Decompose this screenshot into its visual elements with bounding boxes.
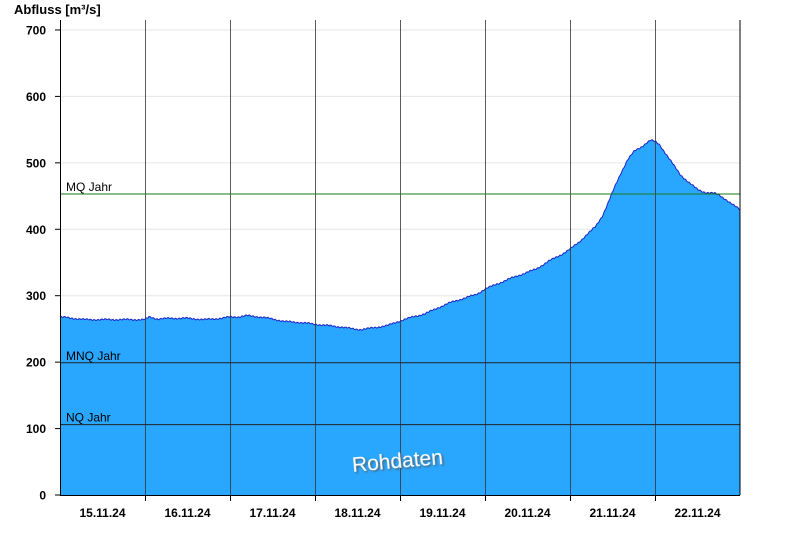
x-tick-label-7: 22.11.24 [674, 506, 720, 520]
ref-line-label-1: MNQ Jahr [66, 349, 121, 363]
x-tick-label-4: 19.11.24 [419, 506, 465, 520]
y-tick-label-200: 200 [26, 356, 46, 370]
ref-line-label-0: MQ Jahr [66, 180, 112, 194]
y-axis-ticks: 0 100 200 300 400 500 600 700 [26, 23, 60, 503]
discharge-line [59, 139, 741, 332]
y-tick-label-700: 700 [26, 23, 46, 37]
y-axis-title: Abfluss [m³/s] [14, 2, 101, 17]
ref-line-label-2: NQ Jahr [66, 411, 111, 425]
x-tick-label-0: 15.11.24 [79, 506, 125, 520]
x-axis-ticks: 15.11.24 16.11.24 17.11.24 18.11.24 19.11.24… [79, 495, 721, 520]
x-tick-label-1: 16.11.24 [164, 506, 210, 520]
data-area-layer [59, 139, 741, 495]
x-tick-label-6: 21.11.24 [589, 506, 635, 520]
reference-lines: MQ Jahr MNQ Jahr NQ Jahr [60, 180, 740, 426]
discharge-area [60, 139, 740, 495]
y-tick-label-100: 100 [26, 422, 46, 436]
x-tick-label-5: 20.11.24 [504, 506, 550, 520]
x-tick-label-2: 17.11.24 [249, 506, 295, 520]
day-separator-lines [145, 20, 656, 495]
y-tick-label-0: 0 [39, 489, 46, 503]
y-tick-label-500: 500 [26, 156, 46, 170]
y-tick-label-300: 300 [26, 289, 46, 303]
y-tick-label-400: 400 [26, 223, 46, 237]
x-tick-label-3: 18.11.24 [334, 506, 380, 520]
y-tick-label-600: 600 [26, 90, 46, 104]
